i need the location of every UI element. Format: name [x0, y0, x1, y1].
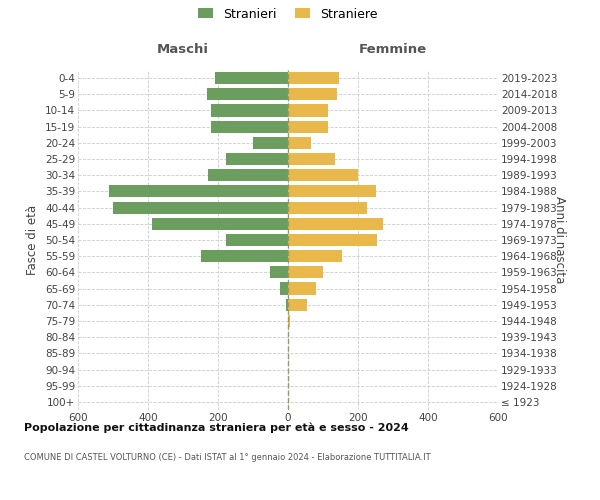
Bar	[201, 250, 288, 262]
Y-axis label: Anni di nascita: Anni di nascita	[553, 196, 566, 284]
Text: Maschi: Maschi	[157, 44, 209, 57]
Bar	[226, 153, 288, 165]
Bar	[288, 266, 323, 278]
Bar	[215, 72, 288, 84]
Bar	[208, 169, 288, 181]
Bar	[226, 234, 288, 246]
Bar	[286, 298, 288, 311]
Bar	[280, 282, 288, 294]
Bar	[288, 186, 376, 198]
Bar	[211, 120, 288, 132]
Bar	[288, 315, 290, 327]
Bar	[109, 186, 288, 198]
Bar	[288, 202, 367, 213]
Bar	[288, 282, 316, 294]
Text: Femmine: Femmine	[359, 44, 427, 57]
Bar	[288, 250, 342, 262]
Bar	[270, 266, 288, 278]
Bar	[288, 104, 328, 117]
Bar	[288, 120, 328, 132]
Bar	[288, 218, 383, 230]
Y-axis label: Fasce di età: Fasce di età	[26, 205, 40, 275]
Bar	[207, 88, 288, 101]
Bar	[253, 137, 288, 149]
Bar	[288, 72, 339, 84]
Bar	[151, 218, 288, 230]
Bar	[113, 202, 288, 213]
Bar	[288, 88, 337, 101]
Bar	[288, 234, 377, 246]
Bar	[211, 104, 288, 117]
Bar	[288, 137, 311, 149]
Legend: Stranieri, Straniere: Stranieri, Straniere	[193, 2, 383, 26]
Text: COMUNE DI CASTEL VOLTURNO (CE) - Dati ISTAT al 1° gennaio 2024 - Elaborazione TU: COMUNE DI CASTEL VOLTURNO (CE) - Dati IS…	[24, 452, 431, 462]
Bar	[288, 298, 307, 311]
Bar	[288, 169, 358, 181]
Text: Popolazione per cittadinanza straniera per età e sesso - 2024: Popolazione per cittadinanza straniera p…	[24, 422, 409, 433]
Bar	[288, 153, 335, 165]
